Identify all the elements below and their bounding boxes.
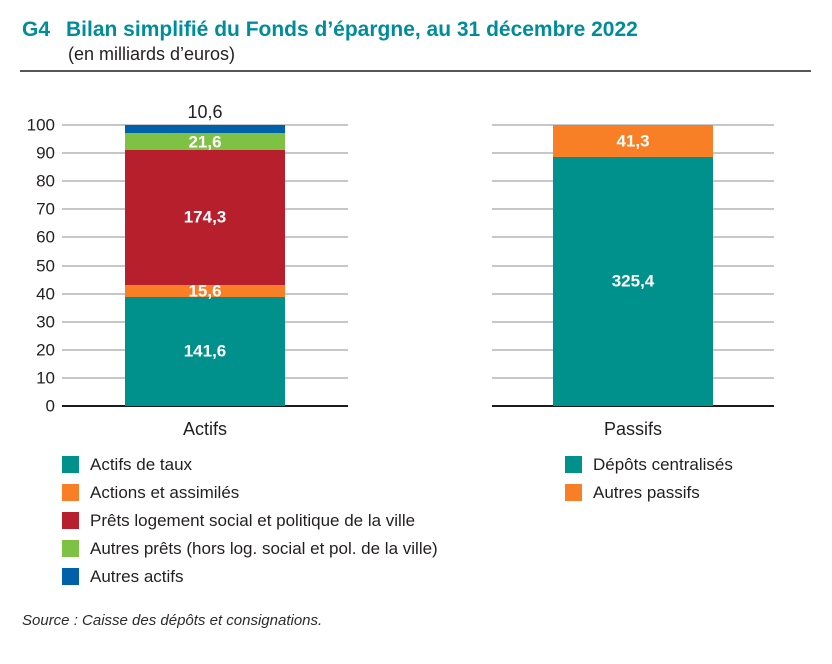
legend-label: Autres passifs [593, 483, 700, 502]
x-axis-baseline [492, 405, 774, 407]
legend-swatch-teal [565, 456, 582, 473]
legend-item: Autres actifs [62, 568, 438, 585]
source-note: Source : Caisse des dépôts et consignati… [22, 612, 323, 629]
legend-item: Autres passifs [565, 484, 733, 501]
x-category-label-passifs: Passifs [603, 419, 663, 439]
x-category-label-actifs: Actifs [182, 419, 227, 439]
legend-swatch-teal [62, 456, 79, 473]
bar-segment-value: 325,4 [611, 271, 655, 291]
chart-panel-passifs: 325,4 41,3 [492, 124, 774, 407]
legend-swatch-green [62, 540, 79, 557]
y-tick-label: 100 [26, 115, 55, 135]
bar-segment: 141,6 [125, 296, 285, 406]
y-tick-label: 80 [36, 171, 55, 191]
legend-swatch-orange [565, 484, 582, 501]
y-tick-label: 30 [36, 312, 55, 332]
y-tick-label: 0 [45, 396, 55, 416]
stacked-bar-actifs: 141,6 15,6 174,3 21,6 10,6 [125, 103, 285, 406]
bar-segment: 15,6 [125, 281, 285, 301]
header-divider [20, 70, 811, 72]
legend-label: Actifs de taux [90, 455, 193, 474]
legend-label: Autres prêts (hors log. social et pol. d… [90, 539, 438, 558]
bar-segment-value: 15,6 [188, 281, 222, 301]
bar-segment: 325,4 [553, 156, 713, 406]
bar-segment-value: 21,6 [188, 132, 222, 152]
y-tick-label: 40 [36, 284, 55, 304]
gridline [62, 124, 348, 126]
x-axis-baseline [62, 405, 348, 407]
y-tick-label: 10 [36, 368, 55, 388]
bar-segment-value: 41,3 [616, 131, 650, 151]
legend-swatch-orange [62, 484, 79, 501]
y-tick-label: 60 [36, 227, 55, 247]
legend-label: Autres actifs [90, 567, 184, 586]
legend-item: Prêts logement social et politique de la… [62, 512, 438, 529]
legend-item: Actifs de taux [62, 456, 438, 473]
figure-tag: G4 [22, 18, 51, 41]
y-tick-label: 50 [36, 256, 55, 275]
legend-swatch-blue [62, 568, 79, 585]
legend-swatch-red [62, 512, 79, 529]
legend-label: Prêts logement social et politique de la… [90, 511, 416, 530]
y-axis: 100 90 80 70 60 50 40 30 20 10 0 [0, 117, 55, 415]
legend-label: Dépôts centralisés [593, 455, 733, 474]
bar-segment: 21,6 [125, 133, 285, 150]
bar-segment-value: 10,6 [187, 102, 223, 123]
bar-segment: 174,3 [125, 149, 285, 285]
legend-item: Dépôts centralisés [565, 456, 733, 473]
y-tick-label: 20 [36, 340, 55, 360]
legend-item: Actions et assimilés [62, 484, 438, 501]
legend-passifs: Dépôts centralisés Autres passifs [565, 456, 733, 501]
gridline [492, 124, 774, 126]
stacked-bar-passifs: 325,4 41,3 [553, 125, 713, 406]
bar-segment-value: 174,3 [183, 207, 227, 227]
chart-panel-actifs: 141,6 15,6 174,3 21,6 10,6 [62, 103, 348, 407]
legend-actifs: Actifs de taux Actions et assimilés Prêts … [62, 456, 438, 585]
legend-item: Autres prêts (hors log. social et pol. d… [62, 540, 438, 557]
bar-segment: 10,6 [125, 103, 285, 134]
y-tick-label: 70 [36, 199, 55, 219]
legend-label: Actions et assimilés [90, 483, 240, 502]
bar-segment: 41,3 [553, 125, 713, 157]
y-tick-label: 90 [36, 143, 55, 163]
bar-segment-value: 141,6 [183, 341, 227, 361]
figure-title: Bilan simplifié du Fonds d’épargne, au 3… [66, 18, 638, 41]
figure-subtitle: (en milliards d’euros) [68, 44, 236, 64]
